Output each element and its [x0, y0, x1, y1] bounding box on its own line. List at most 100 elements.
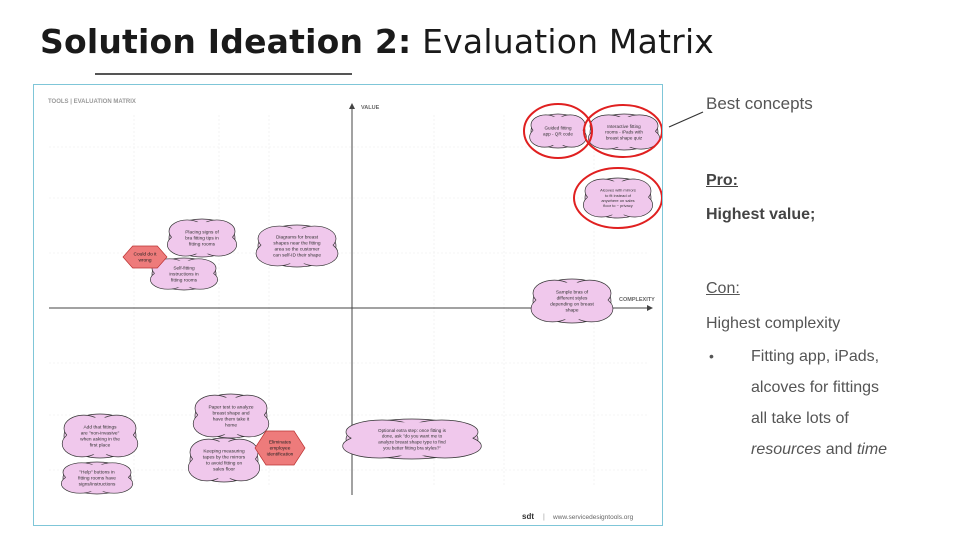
sticky-note-text: fitting rooms	[171, 278, 198, 284]
footer-separator: |	[543, 514, 545, 521]
complexity-axis-arrow	[647, 305, 653, 311]
sticky-note-text: breast shape quiz	[606, 135, 643, 140]
warning-flag-text: Could do it	[134, 252, 158, 258]
sticky-note-text: can self-ID their shape	[273, 253, 321, 259]
warning-flag-text: Eliminates	[269, 440, 292, 446]
sticky-note-text: Add that fittings	[83, 425, 117, 431]
bullet-row: • Fitting app, iPads,	[709, 348, 887, 379]
value-axis-arrow	[349, 103, 355, 109]
sticky-note-optional: Optional extra step: once fitting isdone…	[342, 418, 482, 460]
sticky-note-text: done, ask "do you want me to	[382, 434, 443, 439]
sticky-note-text: sales floor	[213, 467, 235, 473]
sticky-note-text: Self-fitting	[173, 266, 195, 272]
sticky-note-text: area so the customer	[274, 247, 319, 253]
sticky-note-text: shape	[565, 308, 578, 314]
sticky-note-text: Placing signs of	[185, 230, 219, 236]
sticky-note-text: have them take it	[213, 417, 250, 423]
sticky-note-text: anywhere on sales	[601, 198, 634, 203]
bullet-text: Fitting app, iPads,	[751, 348, 880, 365]
bullet-text: alcoves for fittings	[751, 379, 880, 396]
highlight-circles	[523, 103, 662, 229]
sticky-note-text: Alcoves with mirrors	[600, 188, 636, 193]
sticky-note-text: to avoid fitting on	[206, 461, 243, 467]
warning-flag-text: employee	[270, 446, 291, 452]
sticky-note-text: instructions in	[169, 272, 199, 278]
sticky-note-text: fitting rooms have	[78, 476, 116, 482]
bullet-row: all take lots of	[709, 410, 887, 441]
sticky-note-text: tapes by the mirrors	[203, 455, 246, 461]
evaluation-matrix-image: TOOLS | EVALUATION MATRIX VALUE COMPLEXI…	[33, 84, 663, 526]
sticky-note-text: first place	[90, 443, 111, 449]
warning-flag-text: identification	[267, 452, 294, 458]
con-label: Con:	[706, 280, 740, 297]
sticky-note-text: when asking in the	[80, 437, 120, 443]
circle-alcoves	[573, 167, 662, 229]
sticky-note-text: bra fitting tips in	[185, 236, 219, 242]
resources-word: resources	[751, 441, 822, 458]
slide-title-rest: Evaluation Matrix	[411, 22, 715, 61]
sticky-note-text: Paper test to analyze	[208, 405, 253, 411]
circle-interactive	[583, 104, 662, 158]
slide-title-bold: Solution Ideation 2:	[40, 22, 412, 61]
con-value: Highest complexity	[706, 315, 841, 332]
and-word: and	[821, 441, 857, 458]
slide-title: Solution Ideation 2: Evaluation Matrix	[40, 22, 714, 61]
pro-value: Highest value;	[706, 206, 816, 223]
sticky-note-text: to fit instead of	[605, 193, 632, 198]
sticky-note-text: you better fitting bra styles?"	[383, 445, 441, 450]
bullet-dot: •	[709, 348, 714, 364]
sticky-note-text: different styles	[557, 296, 588, 302]
footer-logo: sdt	[522, 512, 534, 521]
callout-line	[668, 111, 704, 128]
sticky-note-text: app - QR code	[543, 132, 573, 137]
sticky-note-text: fitting rooms	[189, 242, 216, 248]
footer-url: www.servicedesigntools.org	[552, 514, 634, 521]
sticky-note-text: Interactive fitting	[607, 124, 641, 129]
matrix-header: TOOLS | EVALUATION MATRIX	[48, 99, 136, 105]
bullet-row: resources and time	[709, 441, 887, 472]
sticky-note-text: signs/instructions	[79, 482, 116, 488]
sticky-note-text: floor to ~ privacy	[603, 203, 632, 208]
sticky-note-text: shapes near the fitting	[273, 241, 321, 247]
sticky-note-text: Optional extra step: once fitting is	[378, 428, 447, 433]
sticky-note-text: Sample bras of	[556, 290, 589, 296]
sticky-note-text: breast shape and	[212, 411, 249, 417]
circle-guided	[523, 103, 593, 159]
sticky-note-text: depending on breast	[550, 302, 594, 308]
bullet-text-last: resources and time	[751, 441, 887, 459]
pro-label: Pro:	[706, 172, 738, 189]
sticky-note-text: "Help" buttons in	[79, 470, 115, 476]
complexity-axis-label: COMPLEXITY	[619, 297, 655, 303]
sticky-note-text: Diagrams for breast	[276, 235, 319, 241]
sticky-note-text: analyze breast shape type to find	[378, 440, 446, 445]
bullet-text: all take lots of	[751, 410, 849, 427]
sticky-note-text: Keeping measuring	[203, 449, 245, 455]
title-underline	[95, 73, 352, 75]
matrix-canvas: TOOLS | EVALUATION MATRIX VALUE COMPLEXI…	[48, 99, 662, 521]
bullet-row: alcoves for fittings	[709, 379, 887, 410]
sticky-note-text: rooms - iPads with	[605, 130, 643, 135]
best-concepts-label: Best concepts	[706, 94, 813, 113]
warning-flag-text: wrong	[138, 258, 151, 264]
sticky-note-text: Guided fitting	[544, 126, 572, 131]
time-word: time	[856, 441, 888, 458]
sticky-note-text: are "non-invasive"	[81, 431, 120, 437]
sticky-note-text: home	[225, 423, 237, 429]
con-bullet-list: • Fitting app, iPads, alcoves for fitting…	[709, 348, 887, 472]
value-axis-label: VALUE	[361, 105, 380, 111]
